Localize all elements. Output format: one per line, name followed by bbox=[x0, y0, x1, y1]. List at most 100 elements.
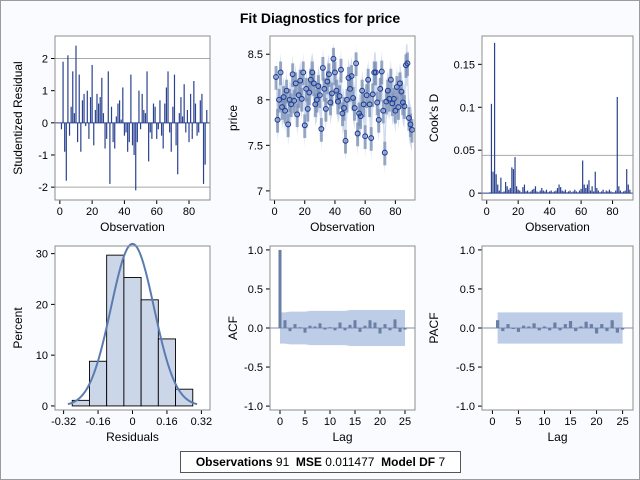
y-tick-label: -0.5 bbox=[244, 362, 263, 374]
data-point bbox=[289, 71, 296, 78]
page-title: Fit Diagnostics for price bbox=[239, 10, 401, 26]
acf-bar bbox=[398, 328, 402, 332]
acf-bar bbox=[313, 326, 317, 328]
mse-value: 0.011477 bbox=[325, 455, 375, 469]
x-tick-label: 40 bbox=[329, 206, 341, 218]
acf-bar bbox=[363, 325, 367, 328]
acf-bar bbox=[328, 327, 332, 329]
x-tick-label: 40 bbox=[118, 206, 130, 218]
data-point bbox=[307, 76, 314, 83]
acf-bar bbox=[403, 328, 407, 330]
plot-border bbox=[54, 245, 211, 411]
data-point bbox=[328, 90, 335, 97]
pacf-bar bbox=[605, 328, 609, 332]
data-point bbox=[335, 98, 341, 105]
y-tick-label: 0.5 bbox=[460, 284, 475, 296]
data-point bbox=[321, 85, 328, 92]
data-point bbox=[330, 55, 337, 62]
data-point bbox=[365, 76, 372, 83]
data-point bbox=[387, 76, 394, 83]
y-tick-label: 0.5 bbox=[248, 284, 263, 296]
data-point bbox=[304, 105, 311, 112]
acf-bar bbox=[318, 323, 322, 328]
data-point bbox=[280, 94, 287, 100]
data-point bbox=[350, 95, 357, 101]
data-point bbox=[318, 125, 325, 132]
data-point bbox=[363, 92, 370, 99]
x-tick-label: 25 bbox=[399, 416, 411, 428]
histogram-bar bbox=[123, 277, 142, 407]
x-tick-label: 15 bbox=[349, 416, 361, 428]
data-point bbox=[327, 99, 334, 106]
pacf-bar bbox=[553, 322, 557, 328]
x-tick-label: -0.16 bbox=[86, 416, 111, 428]
y-tick-label: 0 bbox=[42, 118, 48, 130]
x-tick-label: 80 bbox=[389, 206, 401, 218]
acf-bar bbox=[378, 328, 382, 334]
x-tick-label: 0 bbox=[277, 416, 283, 428]
acf-bar bbox=[338, 322, 342, 328]
x-tick-label: 10 bbox=[324, 416, 336, 428]
y-tick-label: 30 bbox=[36, 249, 48, 261]
y-tick-label: -1.0 bbox=[244, 401, 263, 413]
pacf-bar bbox=[532, 323, 536, 328]
data-point bbox=[359, 87, 366, 94]
pacf-bar bbox=[574, 328, 578, 332]
data-point bbox=[277, 69, 284, 76]
x-axis-title: Residuals bbox=[106, 430, 159, 444]
x-tick-label: 20 bbox=[299, 206, 311, 218]
acf-bar bbox=[368, 320, 372, 328]
acf-bar bbox=[348, 324, 352, 328]
data-point bbox=[315, 83, 322, 90]
x-axis-title: Observation bbox=[310, 220, 375, 234]
data-point bbox=[344, 96, 350, 103]
data-point bbox=[404, 60, 411, 67]
y-axis-title: Percent bbox=[11, 307, 25, 349]
x-tick-label: 0 bbox=[484, 206, 490, 218]
pacf-bar bbox=[589, 324, 593, 328]
acf-panel: 0 5 10 15 20 25 -1.0 -0.5 0.0 0.5 1.0 Lag ACF bbox=[226, 245, 416, 444]
data-point bbox=[395, 104, 402, 111]
histogram-bar bbox=[157, 338, 177, 407]
pacf-bar bbox=[610, 320, 614, 328]
acf-bar bbox=[393, 319, 397, 328]
acf-bar bbox=[303, 328, 307, 333]
x-tick-label: 15 bbox=[564, 416, 576, 428]
x-tick-label: 0 bbox=[271, 206, 277, 218]
acf-bar bbox=[283, 320, 287, 328]
pacf-bar bbox=[594, 328, 599, 334]
data-point bbox=[366, 101, 373, 108]
y-tick-label: -0.5 bbox=[456, 362, 475, 374]
data-point bbox=[384, 87, 391, 94]
plot-border bbox=[54, 35, 211, 201]
x-tick-label: 80 bbox=[183, 206, 195, 218]
x-tick-label: 60 bbox=[575, 206, 587, 218]
data-point bbox=[336, 93, 343, 100]
pacf-bar bbox=[527, 326, 531, 328]
data-point bbox=[347, 85, 354, 92]
data-point bbox=[372, 69, 379, 76]
x-tick-label: 80 bbox=[606, 206, 618, 218]
pacf-bar bbox=[563, 324, 567, 328]
data-point bbox=[406, 115, 412, 121]
x-tick-label: 40 bbox=[544, 206, 556, 218]
acf-bar bbox=[358, 328, 362, 332]
data-point bbox=[339, 110, 346, 117]
mse-label: MSE bbox=[295, 455, 322, 469]
y-axis-title: price bbox=[226, 105, 240, 131]
data-point bbox=[353, 60, 360, 67]
x-tick-label: 60 bbox=[151, 206, 163, 218]
data-point bbox=[341, 105, 347, 111]
y-tick-label: 7 bbox=[257, 186, 263, 198]
pacf-bar bbox=[522, 325, 526, 328]
y-tick-label: 8 bbox=[257, 95, 263, 107]
data-point bbox=[357, 113, 364, 120]
data-point bbox=[288, 101, 295, 108]
y-tick-label: 0 bbox=[42, 401, 48, 413]
data-point bbox=[338, 66, 344, 73]
data-point bbox=[322, 105, 329, 112]
data-point bbox=[362, 133, 369, 140]
data-point bbox=[351, 105, 358, 111]
model-df-value: 7 bbox=[438, 455, 446, 469]
data-point bbox=[380, 107, 387, 114]
